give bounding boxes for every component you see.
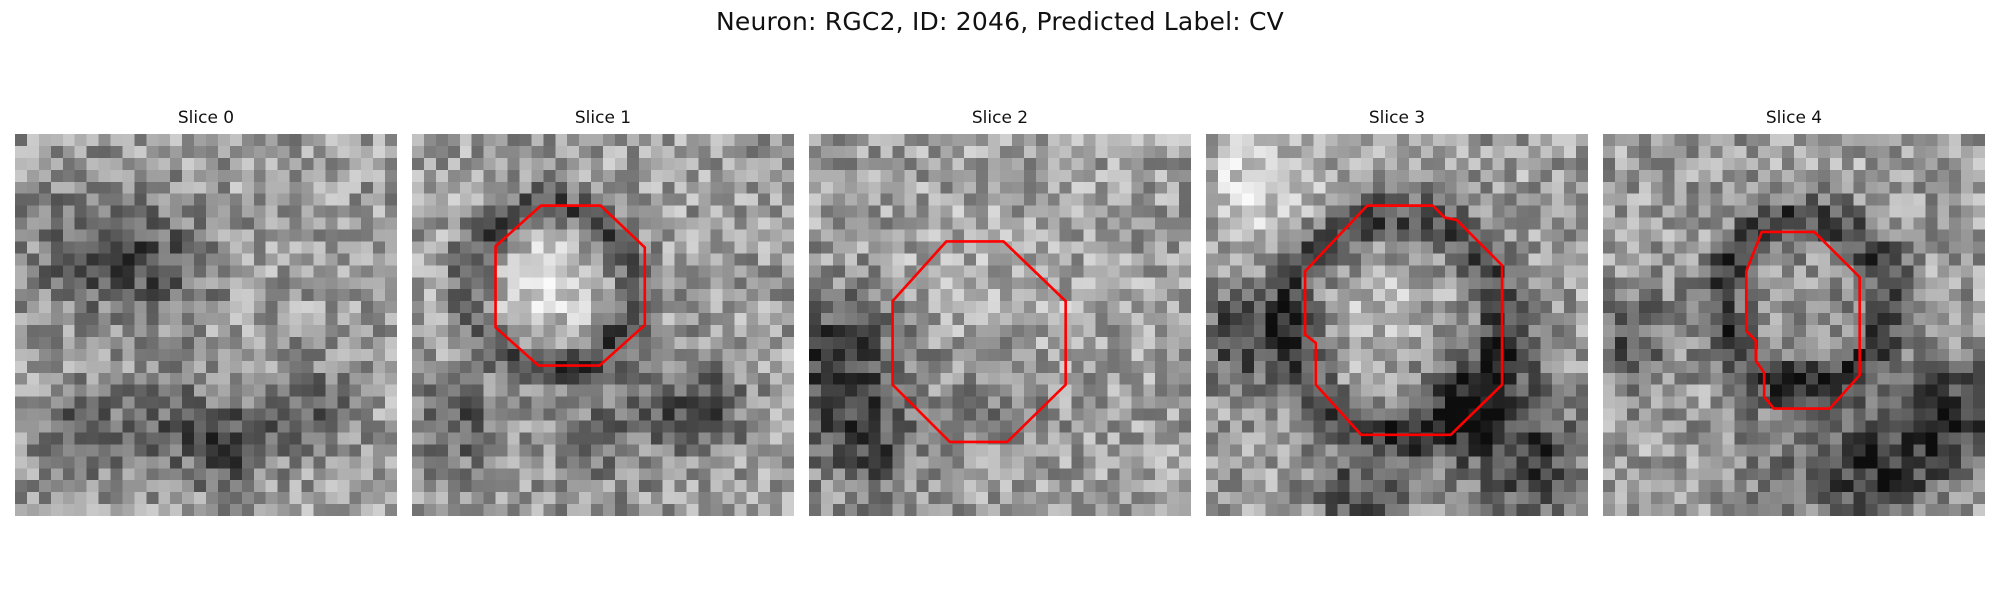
pixel-layer — [809, 134, 1191, 516]
slice-3-image — [1206, 134, 1588, 516]
predicted-contour — [891, 240, 1067, 444]
slice-4-pixel-grid — [1603, 134, 1985, 516]
slice-0-pixel-grid — [15, 134, 397, 516]
slice-3-title: Slice 3 — [1368, 108, 1426, 128]
slice-1-pixel-grid — [412, 134, 794, 516]
slice-4-title: Slice 4 — [1765, 108, 1823, 128]
predicted-contour — [1303, 204, 1504, 437]
pixel-layer — [412, 134, 794, 516]
pixel-layer — [15, 134, 397, 516]
pixel-layer — [1603, 134, 1985, 516]
slice-1-image — [412, 134, 794, 516]
predicted-contour — [1744, 230, 1861, 410]
slice-2-title: Slice 2 — [971, 108, 1029, 128]
slice-3-pixel-grid — [1206, 134, 1588, 516]
slice-0-title: Slice 0 — [177, 108, 235, 128]
slice-2-image — [809, 134, 1191, 516]
figure-title: Neuron: RGC2, ID: 2046, Predicted Label:… — [716, 7, 1284, 36]
slice-0-image — [15, 134, 397, 516]
slice-4-image — [1603, 134, 1985, 516]
slice-1-title: Slice 1 — [574, 108, 632, 128]
pixel-layer — [1206, 134, 1588, 516]
slice-2-pixel-grid — [809, 134, 1191, 516]
predicted-contour — [494, 204, 647, 367]
